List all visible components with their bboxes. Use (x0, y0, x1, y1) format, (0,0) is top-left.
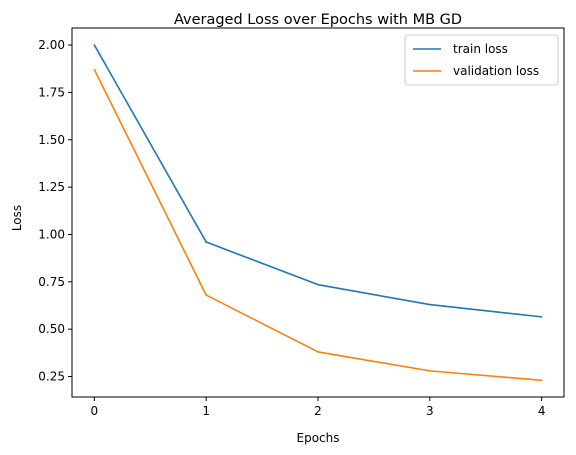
y-axis: 0.25 0.50 0.75 1.00 1.25 1.50 1.75 2.00 (38, 38, 72, 384)
data-point-validation-loss (93, 68, 96, 71)
y-tick-label: 0.50 (38, 322, 65, 336)
y-tick-label: 1.00 (38, 227, 65, 241)
legend-label-validation-loss: validation loss (453, 64, 539, 78)
legend-label-train-loss: train loss (453, 42, 508, 56)
x-tick-label: 4 (538, 404, 546, 418)
y-tick-label: 1.75 (38, 85, 65, 99)
y-tick-label: 0.25 (38, 370, 65, 384)
y-tick-label: 1.25 (38, 180, 65, 194)
data-point-validation-loss (429, 370, 431, 372)
data-point-train-loss (540, 316, 543, 318)
data-point-train-loss (317, 283, 319, 286)
series-layer (93, 44, 543, 382)
plot-area (71, 27, 565, 398)
data-point-validation-loss (540, 379, 543, 382)
x-axis-label: Epochs (297, 431, 340, 445)
data-point-train-loss (93, 44, 96, 46)
chart-title: Averaged Loss over Epochs with MB GD (174, 12, 462, 28)
y-tick-label: 1.50 (38, 133, 65, 147)
data-point-train-loss (429, 303, 431, 306)
data-point-validation-loss (205, 294, 207, 296)
x-tick-label: 3 (426, 404, 434, 418)
y-tick-label: 2.00 (38, 38, 65, 52)
x-tick-label: 1 (202, 404, 210, 418)
data-point-train-loss (205, 241, 207, 243)
x-tick-label: 2 (314, 404, 322, 418)
y-tick-label: 0.75 (38, 275, 65, 289)
y-axis-label: Loss (10, 205, 24, 231)
legend-box (404, 34, 559, 86)
x-tick-label: 0 (91, 404, 99, 418)
data-point-validation-loss (317, 351, 319, 353)
legend: train loss validation loss (404, 34, 559, 86)
x-axis: 0 1 2 3 4 (91, 397, 546, 418)
